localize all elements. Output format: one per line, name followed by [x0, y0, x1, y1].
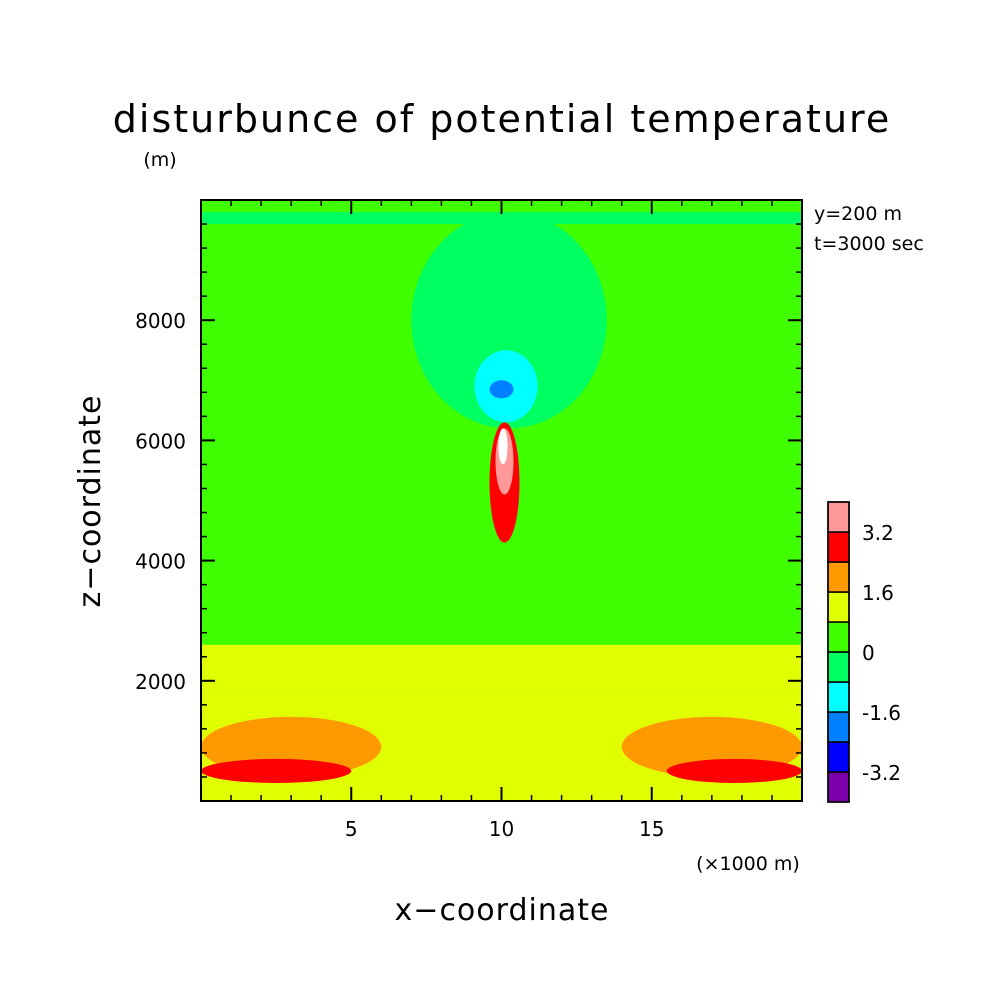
colorbar-label: 3.2: [862, 521, 894, 545]
colorbar-swatch: [827, 591, 850, 623]
contour-region-10: [498, 428, 508, 465]
y-tick-label: 2000: [135, 670, 186, 694]
colorbar-label: -1.6: [862, 701, 901, 725]
annotation-t: t=3000 sec: [814, 233, 924, 255]
colorbar-swatch: [827, 711, 850, 743]
colorbar-label: 1.6: [862, 581, 894, 605]
contour-region-3: [411, 212, 607, 429]
colorbar-swatch: [827, 681, 850, 713]
contour-region-12: [489, 380, 514, 399]
x-tick-label: 15: [639, 817, 664, 841]
colorbar-swatch: [827, 651, 850, 683]
x-tick-label: 10: [489, 817, 514, 841]
x-unit-label: (×1000 m): [696, 853, 800, 875]
contour-band-1: [201, 644, 802, 693]
colorbar-swatch: [827, 741, 850, 773]
colorbar-swatch: [827, 621, 850, 653]
colorbar-swatch: [827, 771, 850, 803]
y-tick-label: 4000: [135, 550, 186, 574]
y-unit-label: (m): [143, 149, 176, 171]
contour-region-7: [666, 758, 802, 783]
y-tick-label: 8000: [135, 309, 186, 333]
colorbar-label: -3.2: [862, 761, 901, 785]
chart-title: disturbunce of potential temperature: [113, 97, 891, 141]
axes: 5 10 15 2000 4000 6000 8000: [135, 199, 803, 841]
colorbar-swatch: [827, 501, 850, 533]
colorbar-swatch: [827, 561, 850, 593]
y-axis-label: z−coordinate: [73, 395, 108, 608]
annotation-y: y=200 m: [814, 203, 902, 225]
contour-region-6: [201, 758, 352, 783]
colorbar-label: 0: [862, 641, 875, 665]
y-tick-label: 6000: [135, 429, 186, 453]
plot-area: [201, 200, 802, 801]
x-axis-label: x−coordinate: [395, 893, 610, 928]
colorbar-frame: [827, 501, 850, 803]
x-tick-label: 5: [345, 817, 358, 841]
colorbar-swatch: [827, 531, 850, 563]
colorbar: -3.2 -1.6 0 1.6 3.2: [827, 501, 901, 803]
